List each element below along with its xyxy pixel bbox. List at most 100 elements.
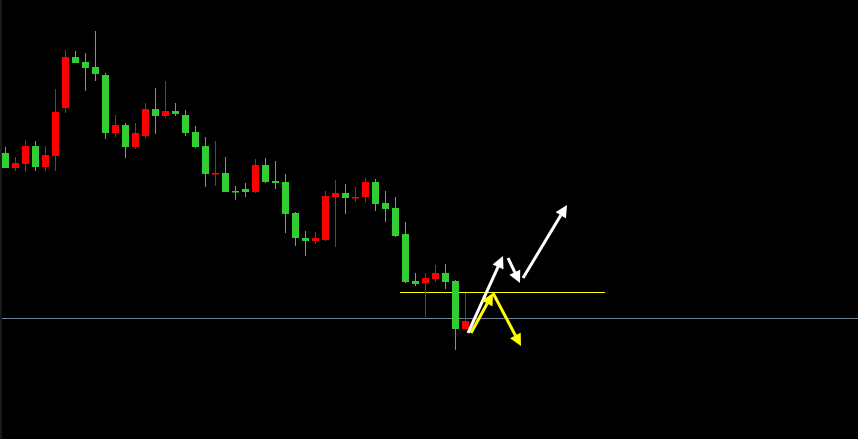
candle: [82, 53, 89, 91]
candles: [2, 31, 469, 350]
arrow-shaft: [469, 302, 489, 334]
arrow-head: [555, 205, 567, 219]
candle: [432, 265, 439, 282]
candle: [282, 174, 289, 233]
candle-body: [372, 182, 379, 204]
candle: [422, 273, 429, 317]
candle-body: [12, 163, 19, 168]
candle: [162, 81, 169, 118]
arrow: [506, 257, 521, 283]
candle-body: [112, 125, 119, 133]
candle-body: [442, 273, 449, 282]
candle-body: [82, 62, 89, 68]
candle: [212, 141, 219, 186]
candle: [12, 157, 19, 171]
candle-body: [222, 173, 229, 192]
arrow-shaft: [521, 214, 563, 279]
candle-body: [62, 57, 69, 108]
arrow: [469, 293, 493, 334]
candle: [202, 137, 209, 187]
candle-body: [322, 196, 329, 240]
candle: [222, 157, 229, 192]
candle-body: [92, 67, 99, 74]
candle-body: [2, 153, 9, 168]
candle-body: [432, 273, 439, 279]
candle-body: [402, 234, 409, 282]
arrow: [521, 205, 567, 279]
candle-body: [152, 109, 159, 116]
arrow: [466, 256, 504, 334]
candle: [362, 178, 369, 202]
candle: [102, 73, 109, 139]
arrow-drawings: [466, 205, 567, 346]
candle-body: [412, 281, 419, 284]
candle: [92, 31, 99, 81]
candle: [122, 123, 129, 158]
arrow-shaft: [491, 292, 517, 337]
candle-body: [32, 146, 39, 167]
candle-body: [302, 238, 309, 241]
candle-body: [462, 321, 469, 329]
candle-body: [72, 57, 79, 63]
candle: [442, 264, 449, 289]
candle-body: [232, 191, 239, 193]
candle-body: [242, 189, 249, 192]
candle-body: [262, 165, 269, 182]
candle: [172, 103, 179, 116]
candle: [132, 123, 139, 149]
candle: [462, 293, 469, 329]
candle: [262, 158, 269, 183]
candle: [52, 89, 59, 171]
candle-body: [122, 125, 129, 147]
candle-body: [142, 109, 149, 136]
candle-body: [452, 281, 459, 329]
candle: [452, 280, 459, 350]
candle: [342, 184, 349, 214]
chart-left-edge: [0, 0, 2, 439]
candle: [2, 147, 9, 168]
candle-body: [22, 146, 29, 164]
candle: [292, 212, 299, 246]
arrow-head: [481, 293, 493, 307]
candle-body: [172, 111, 179, 114]
arrow-head: [492, 256, 504, 270]
candle-body: [132, 133, 139, 147]
candle: [152, 88, 159, 134]
arrow-head: [509, 269, 521, 283]
candle: [372, 179, 379, 211]
candle: [412, 273, 419, 286]
candle-body: [282, 182, 289, 214]
candle: [402, 222, 409, 283]
arrow: [491, 292, 521, 346]
candle: [32, 141, 39, 171]
candle: [112, 115, 119, 137]
candle: [232, 186, 239, 200]
candle-body: [292, 213, 299, 238]
arrow-head: [510, 332, 521, 346]
candle-body: [332, 193, 339, 197]
candle: [332, 180, 339, 247]
candle: [62, 50, 69, 113]
candle-body: [52, 112, 59, 156]
candle-body: [392, 208, 399, 236]
candle: [242, 183, 249, 197]
candle-body: [182, 115, 189, 133]
candle: [322, 191, 329, 241]
horizontal-lines: [0, 292, 858, 319]
candle-body: [422, 278, 429, 283]
candle: [252, 159, 259, 193]
candle: [352, 187, 359, 202]
arrow-shaft: [506, 257, 517, 273]
candle: [192, 126, 199, 148]
candle-body: [212, 173, 219, 175]
candle: [42, 146, 49, 171]
candle-body: [42, 155, 49, 167]
candle-body: [312, 238, 319, 241]
candle-body: [362, 182, 369, 197]
candle: [382, 191, 389, 222]
candle-body: [252, 165, 259, 192]
candle-body: [162, 111, 169, 116]
candle-body: [382, 203, 389, 209]
candle: [182, 110, 189, 136]
